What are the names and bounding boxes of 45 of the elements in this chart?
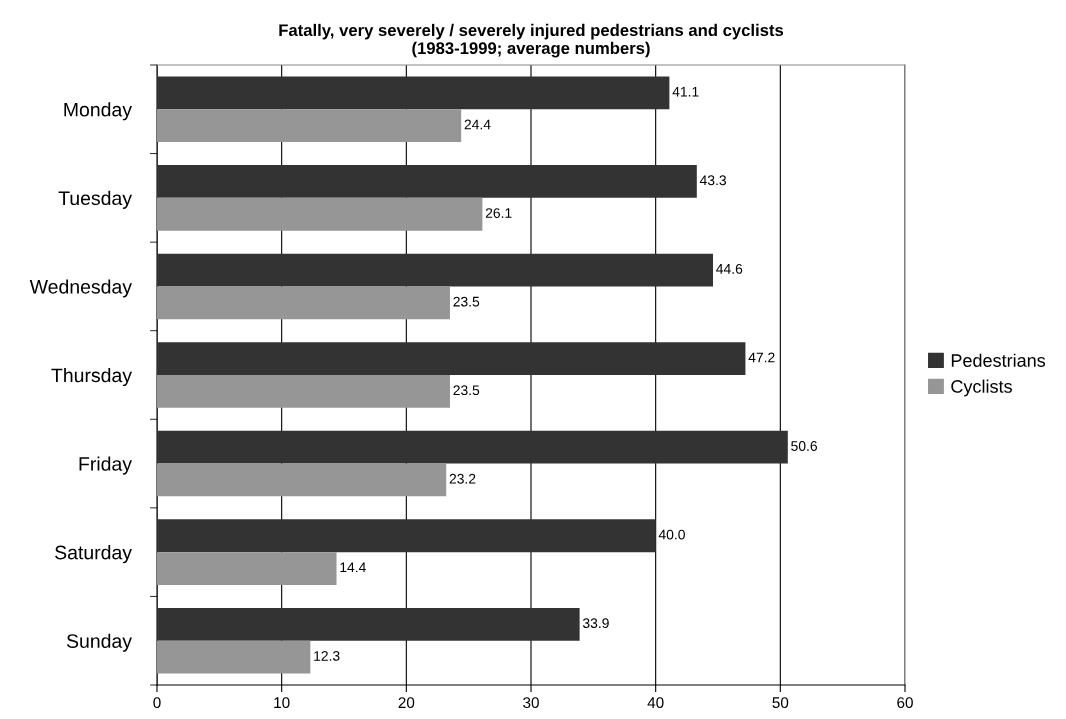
data-label: 43.3 <box>699 175 727 186</box>
bar <box>157 197 483 231</box>
x-tick-label: 40 <box>647 697 664 709</box>
data-label: 47.2 <box>748 352 775 363</box>
bar <box>157 519 656 553</box>
y-tick-label: Sunday <box>66 633 132 652</box>
y-tick-label: Tuesday <box>58 190 132 209</box>
y-tick-label: Thursday <box>51 367 132 387</box>
bar <box>157 375 450 408</box>
x-tick-label: 20 <box>398 697 415 709</box>
x-tick-label: 30 <box>523 697 539 709</box>
data-label: 33.9 <box>582 618 609 629</box>
x-tick-label: 50 <box>772 697 789 709</box>
data-label: 26.1 <box>485 208 512 218</box>
data-label: 23.2 <box>449 473 476 484</box>
data-label: 40.0 <box>658 529 685 540</box>
y-tick-label: Friday <box>79 456 132 475</box>
bar <box>157 76 670 110</box>
bar <box>157 463 447 497</box>
bar <box>157 253 714 287</box>
x-tick-label: 60 <box>897 697 913 709</box>
bar <box>157 552 337 585</box>
data-label: 50.6 <box>791 441 818 451</box>
chart-title: Fatally, very severely / severely injured pedestrians and cyclists (1983-1999; average numbers) <box>279 23 784 58</box>
data-label: 12.3 <box>314 650 340 661</box>
legend-label: Pedestrians <box>951 353 1046 367</box>
data-label: 23.5 <box>453 385 480 396</box>
bar <box>157 286 450 320</box>
data-label: 24.4 <box>464 119 491 130</box>
y-tick-label: Saturday <box>55 545 132 564</box>
x-tick-label: 10 <box>274 697 290 709</box>
data-label: 23.5 <box>453 296 480 307</box>
data-label: 41.1 <box>672 86 699 97</box>
legend-label: Cyclists <box>951 379 1012 397</box>
bar <box>157 165 697 198</box>
bar <box>157 342 746 375</box>
y-tick-label: Monday <box>64 102 132 121</box>
bar <box>157 109 462 143</box>
data-label: 14.4 <box>340 562 366 573</box>
bar <box>157 640 311 674</box>
x-tick-label: 0 <box>153 697 161 709</box>
y-tick-label: Wednesday <box>29 279 132 298</box>
data-label: 44.6 <box>716 263 743 274</box>
bar <box>157 607 580 641</box>
bar <box>157 430 788 464</box>
